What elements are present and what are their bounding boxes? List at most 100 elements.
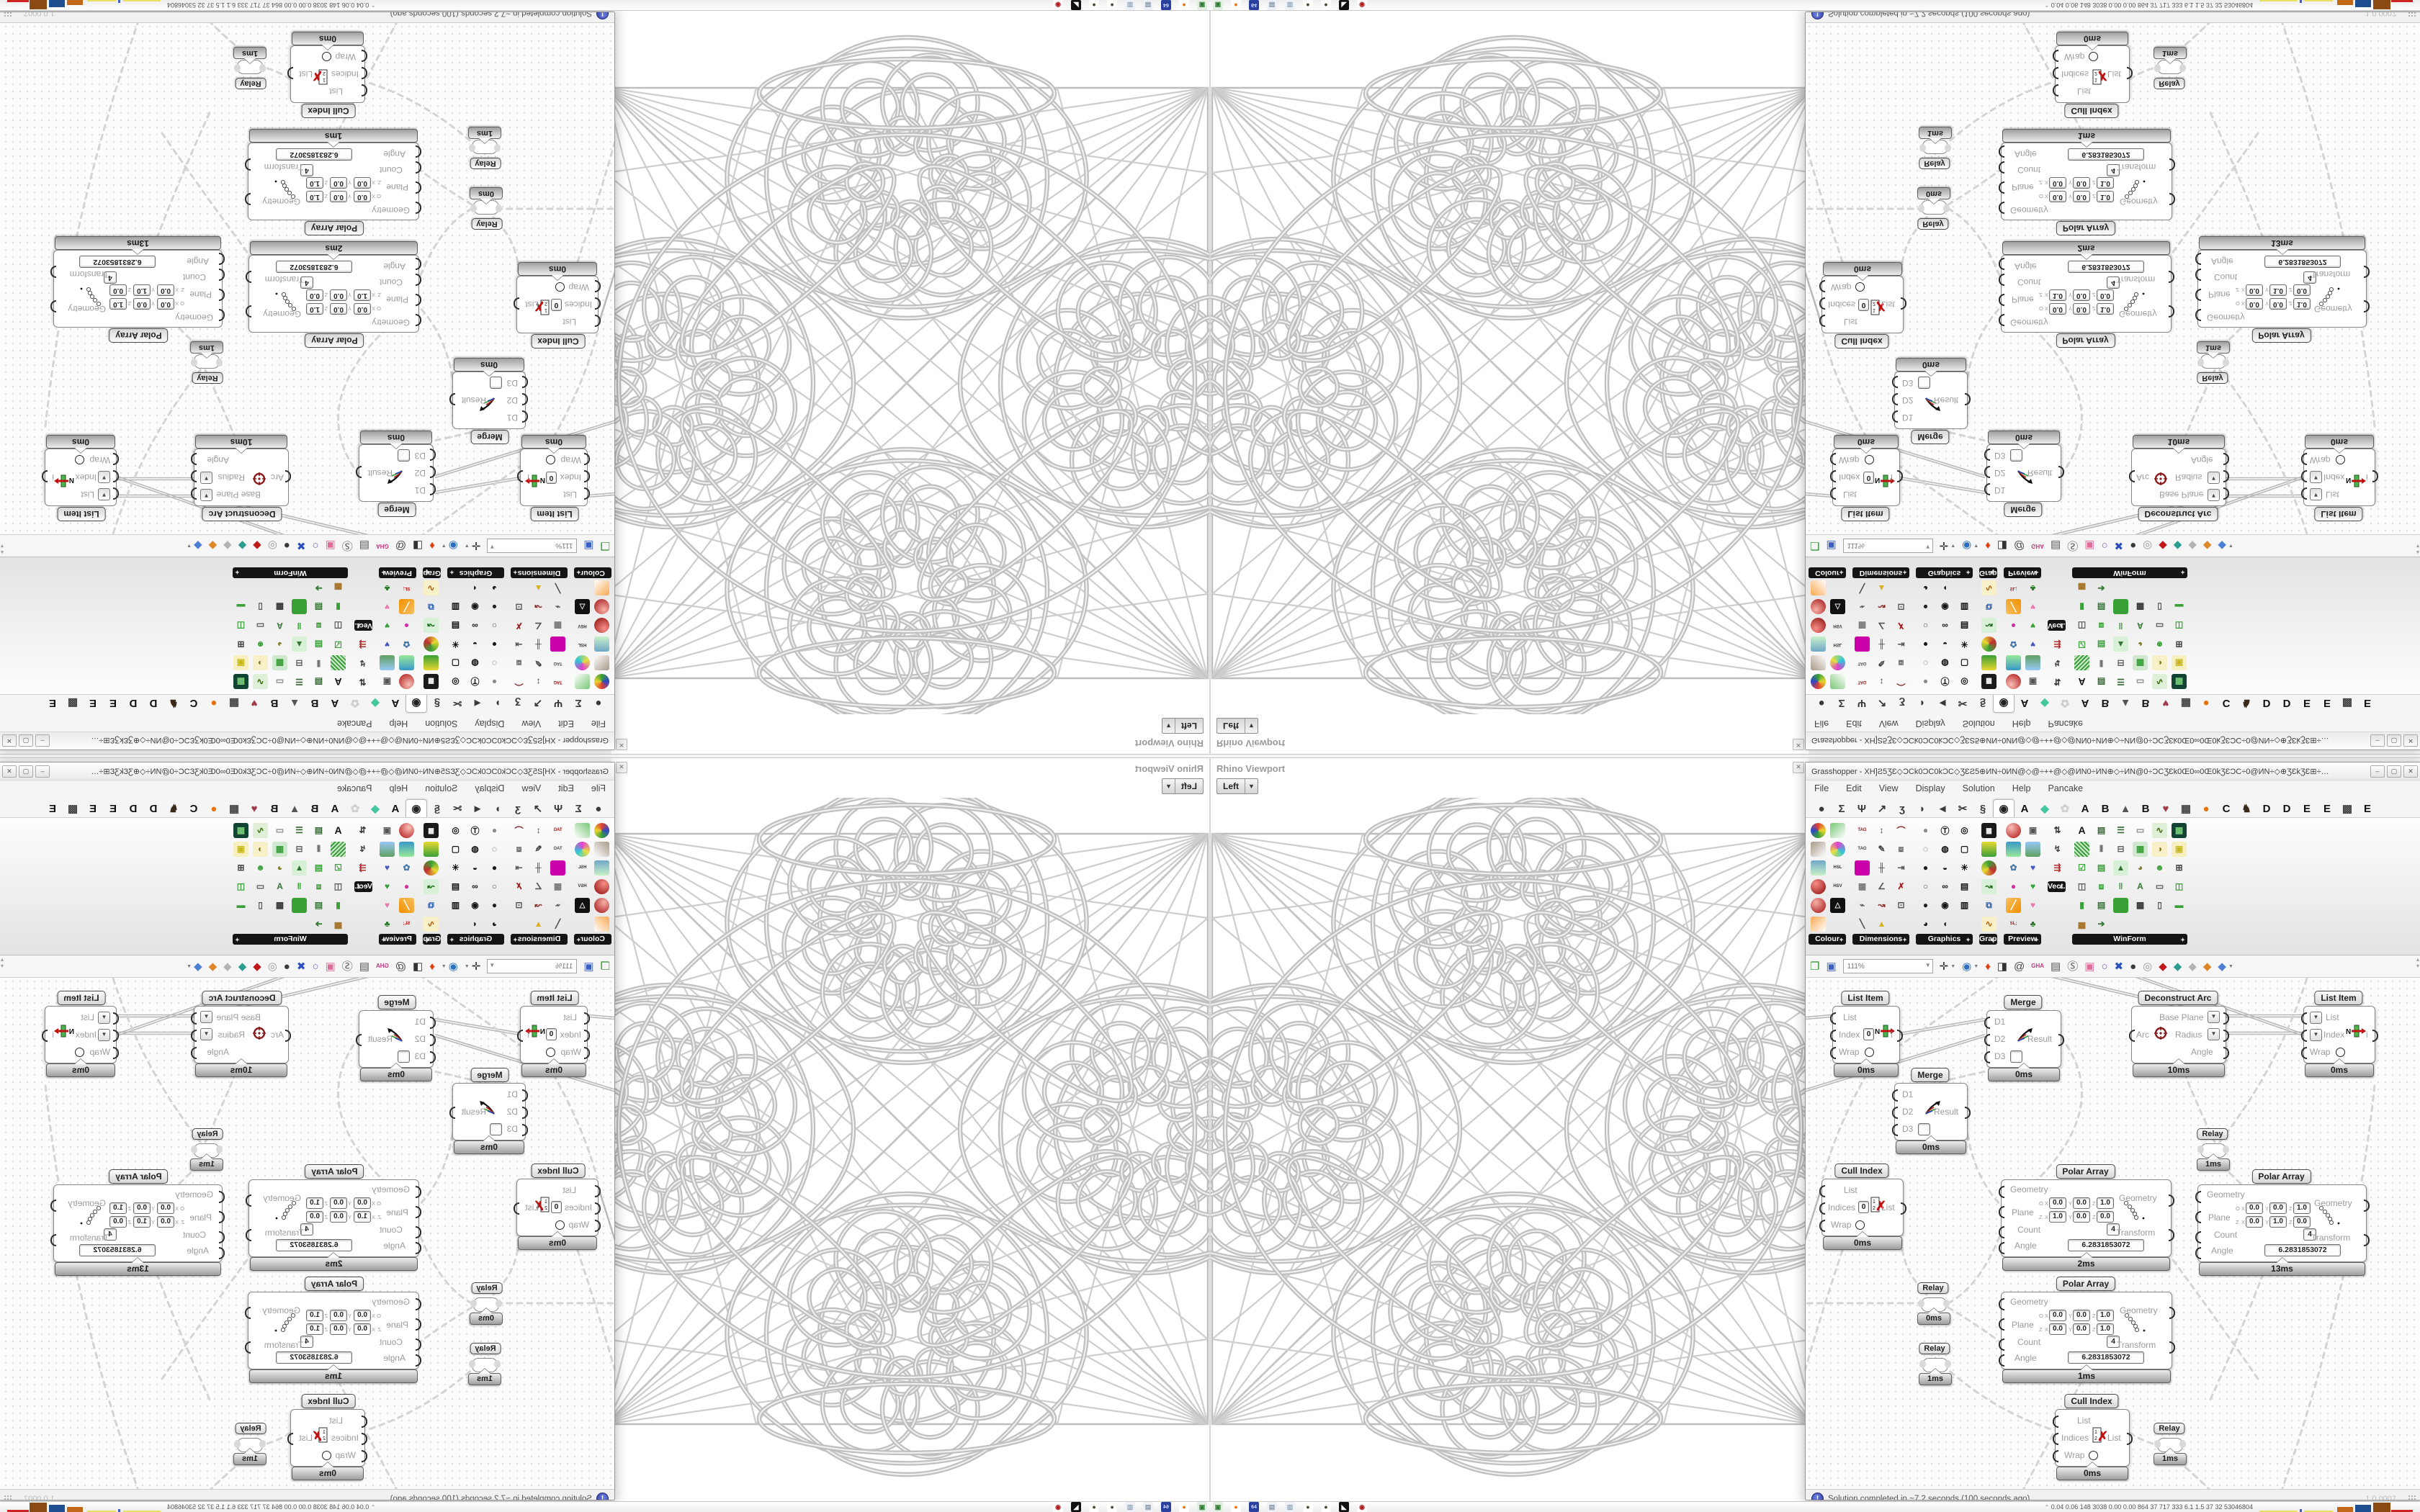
zoom-level-combobox[interactable]: 111% ▼ (487, 539, 578, 553)
panel-group-label[interactable]: Preview ✦ (379, 934, 416, 945)
component-icon[interactable]: ⊡ (515, 602, 523, 612)
component-icon[interactable] (424, 841, 439, 857)
component-icon[interactable]: ⊡ (1897, 900, 1905, 910)
category-tab[interactable]: ◆ (2040, 697, 2049, 709)
category-tab[interactable]: A (2081, 697, 2089, 709)
node-label[interactable]: Merge (2004, 995, 2043, 1009)
toolbar-button[interactable]: ◎ (267, 539, 277, 552)
component-icon[interactable]: ▭ (2136, 825, 2145, 835)
category-tab[interactable]: ● (1818, 697, 1825, 709)
component-icon[interactable] (292, 897, 307, 913)
panel-group-label[interactable]: Graphics ✦ (447, 934, 504, 945)
component-icon[interactable]: ▦ (1857, 881, 1867, 891)
component-icon[interactable]: ▣ (382, 825, 392, 835)
node-label[interactable]: Cull Index (1834, 334, 1889, 348)
component-icon[interactable] (550, 636, 565, 652)
component-icon[interactable]: ▥ (1960, 602, 1969, 612)
component-icon[interactable]: ◌ (1922, 658, 1929, 668)
toolbar-button[interactable]: ▣ (1826, 539, 1837, 552)
toolbar-button[interactable]: ○ (312, 539, 319, 552)
component-icon[interactable] (1981, 860, 1996, 876)
toolbar-button[interactable]: ◆ (2218, 539, 2226, 552)
category-tab[interactable]: A (331, 803, 339, 815)
component-icon[interactable]: ● (403, 881, 410, 891)
component-icon[interactable]: ⇥ (1897, 863, 1905, 873)
component-icon[interactable]: ▲ (534, 919, 543, 929)
component-icon[interactable] (594, 841, 609, 857)
category-tab[interactable]: ● (1818, 803, 1825, 815)
node-body[interactable]: ▼ List ▼ Index N i Wrap (42, 1006, 119, 1063)
component-icon[interactable] (550, 860, 565, 876)
component-icon[interactable]: ◎ (1960, 825, 1968, 835)
component-icon[interactable] (1811, 841, 1826, 857)
component-icon[interactable]: SL; (2009, 922, 2017, 926)
component-icon[interactable] (2025, 655, 2040, 671)
component-icon[interactable]: ▦ (2172, 822, 2187, 838)
component-icon[interactable]: ▤ (314, 825, 323, 835)
component-icon[interactable]: ▬ (236, 900, 246, 910)
category-tab[interactable]: ◄ (472, 803, 483, 815)
category-tab[interactable]: ♥ (251, 697, 258, 709)
category-tab[interactable]: E (2363, 697, 2371, 709)
component-icon[interactable]: ▤ (1960, 621, 1969, 631)
panel-group-label[interactable]: Dimensions ✦ (1852, 934, 1909, 945)
component-icon[interactable]: ⇅ (359, 825, 367, 835)
node-label[interactable]: List Item (1841, 507, 1890, 521)
component-icon[interactable]: ⧈ (315, 621, 322, 631)
relay-capsule[interactable] (2154, 1438, 2186, 1452)
component-icon[interactable]: SL; (403, 922, 411, 926)
viewport-projection-dropdown[interactable]: Left ▼ (1216, 718, 1258, 734)
toolbar-button[interactable]: ◆ (194, 960, 202, 973)
category-tab[interactable]: Σ (1838, 697, 1845, 709)
component-icon[interactable] (1811, 580, 1826, 596)
taskbar-app-icon[interactable]: ● (1179, 0, 1189, 10)
component-icon[interactable]: ● (491, 639, 498, 649)
grasshopper-canvas[interactable]: List Item List Index 0 N i Wrap 0ms Merge D… (0, 978, 614, 1489)
component-icon[interactable]: ⌁ (555, 602, 561, 612)
category-tab[interactable]: D (129, 697, 138, 709)
component-icon[interactable]: ○ (491, 621, 498, 631)
component-icon[interactable]: ↝ (424, 878, 439, 894)
component-icon[interactable]: ╲ (1859, 919, 1865, 929)
component-icon[interactable] (1981, 655, 1996, 671)
component-icon[interactable]: ☰ (2117, 677, 2125, 687)
category-tab[interactable]: E (49, 697, 57, 709)
toolbar-button[interactable]: ◆ (238, 960, 247, 973)
resize-grip[interactable] (4, 12, 12, 17)
component-icon[interactable]: ▤ (2097, 825, 2106, 835)
toolbar-button[interactable]: ❐ (1810, 539, 1820, 552)
component-icon[interactable]: △ (575, 599, 590, 615)
component-icon[interactable]: ✿ (2009, 863, 2017, 873)
toolbar-scroll-arrows[interactable]: ▴ ▾ (1, 543, 4, 556)
node-body[interactable]: List Index 0 N i Wrap (517, 449, 590, 506)
category-tab[interactable]: D (129, 803, 138, 815)
taskbar-app-icon[interactable]: ◣ (1071, 1502, 1081, 1512)
taskbar-app-icon[interactable]: ◣ (1339, 0, 1349, 10)
category-tab[interactable]: ◉ (1993, 695, 2015, 713)
component-icon[interactable]: ∠ (534, 881, 542, 891)
toolbar-button[interactable]: ◎ (2143, 960, 2153, 973)
component-icon[interactable]: ☑ (334, 639, 342, 649)
menu-item-help[interactable]: Help (389, 719, 408, 729)
component-icon[interactable]: ▤ (451, 881, 460, 891)
menu-item-pancake[interactable]: Pancake (336, 783, 372, 793)
category-tab[interactable]: A (391, 803, 400, 815)
node-body[interactable]: Geometry Geometry Plane O X 0.0 Y 0.0 Z 1.0 Z X 0.0 Y… (50, 1184, 225, 1262)
node-label[interactable]: Relay (470, 158, 501, 169)
resize-grip[interactable] (2408, 12, 2416, 17)
toolbar-button[interactable]: ✛ (471, 960, 481, 973)
node-body[interactable]: D1 D2 D3 Result (356, 444, 436, 502)
component-icon[interactable]: ◫ (333, 621, 343, 631)
component-icon[interactable]: A (2137, 621, 2143, 631)
component-icon[interactable]: ● (491, 863, 498, 873)
component-icon[interactable]: ○ (491, 881, 498, 891)
component-icon[interactable]: ♥ (2030, 863, 2036, 873)
component-icon[interactable] (292, 599, 307, 615)
component-icon[interactable]: ♥ (384, 602, 390, 612)
category-tab[interactable]: ♞ (169, 697, 179, 709)
component-icon[interactable]: ● (1922, 825, 1929, 835)
taskbar-app-icon[interactable]: 64 (1249, 0, 1259, 10)
close-icon[interactable]: ✕ (616, 762, 627, 773)
